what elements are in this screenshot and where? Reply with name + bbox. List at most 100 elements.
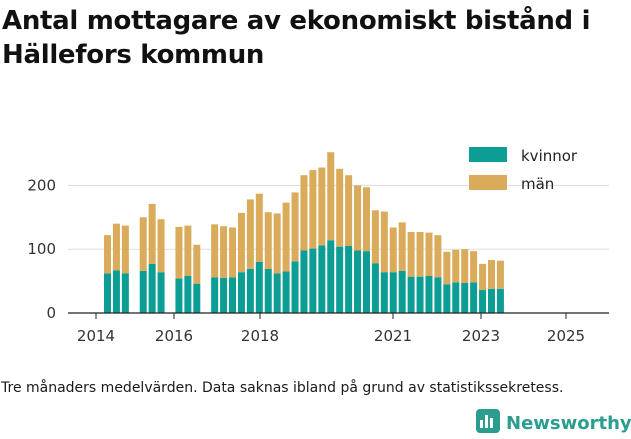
- bar-man: [237, 212, 245, 273]
- x-tick-label: 2021: [374, 327, 412, 345]
- bar-man: [327, 152, 335, 241]
- bar-kvinnor: [175, 278, 183, 313]
- bar-kvinnor: [398, 270, 406, 313]
- bar-man: [362, 187, 370, 252]
- newsworthy-logo[interactable]: Newsworthy: [476, 409, 631, 437]
- bar-kvinnor: [282, 271, 290, 313]
- bar-man: [336, 168, 344, 247]
- legend: kvinnor män: [469, 147, 578, 193]
- x-tick-label: 2018: [241, 327, 279, 345]
- bar-kvinnor: [211, 277, 219, 313]
- bar-kvinnor: [309, 248, 317, 313]
- bar-kvinnor: [479, 290, 487, 313]
- legend-label-kvinnor: kvinnor: [521, 147, 578, 165]
- bar-kvinnor: [452, 282, 460, 313]
- bar-kvinnor: [291, 261, 299, 313]
- bar-kvinnor: [184, 275, 192, 313]
- bar-kvinnor: [229, 277, 237, 313]
- bar-man: [193, 244, 201, 284]
- bar-kvinnor: [461, 283, 469, 313]
- bar-man: [273, 213, 281, 274]
- bar-kvinnor: [112, 270, 120, 313]
- legend-label-man: män: [521, 175, 554, 193]
- bar-kvinnor: [434, 277, 442, 313]
- bar-man: [229, 227, 237, 278]
- bar-kvinnor: [416, 276, 424, 313]
- bar-chart-icon: [476, 409, 500, 437]
- bar-man: [416, 231, 424, 277]
- bar-man: [443, 251, 451, 285]
- bar-kvinnor: [104, 273, 111, 313]
- bar-man: [309, 170, 317, 249]
- bar-kvinnor: [380, 272, 388, 313]
- legend-swatch-man: [469, 175, 507, 190]
- bar-man: [104, 235, 111, 274]
- x-axis: 2014 2016 2018 2021 2023 2025: [68, 312, 609, 345]
- bar-kvinnor: [273, 273, 281, 313]
- bar-man: [354, 185, 362, 251]
- bar-kvinnor: [389, 272, 397, 313]
- bar-man: [389, 227, 397, 273]
- bar-man: [470, 251, 478, 283]
- bar-kvinnor: [407, 276, 415, 313]
- bar-kvinnor: [237, 272, 245, 313]
- bar-kvinnor: [362, 251, 370, 313]
- bar-kvinnor: [121, 273, 129, 313]
- bar-man: [148, 203, 156, 264]
- bar-man: [380, 211, 388, 273]
- y-tick-label: 200: [27, 176, 56, 194]
- bar-man: [211, 224, 219, 278]
- x-tick-label: 2025: [547, 327, 585, 345]
- y-tick-label: 0: [46, 304, 56, 322]
- bar-kvinnor: [193, 283, 201, 313]
- bar-man: [318, 167, 326, 246]
- x-tick-label: 2016: [155, 327, 193, 345]
- bar-kvinnor: [255, 261, 263, 313]
- bar-man: [371, 210, 379, 264]
- bar-man: [264, 212, 272, 269]
- bar-kvinnor: [371, 263, 379, 313]
- bar-kvinnor: [300, 250, 308, 313]
- bar-kvinnor: [354, 250, 362, 313]
- stacked-bar-chart: 2014 2016 2018 2021 2023 2025 0 100 200 kvinnor…: [27, 147, 609, 345]
- bar-kvinnor: [327, 240, 335, 313]
- bar-man: [112, 223, 120, 271]
- x-tick-label: 2023: [462, 327, 500, 345]
- bar-kvinnor: [318, 245, 326, 313]
- bar-man: [345, 175, 353, 247]
- bar-man: [246, 199, 254, 269]
- bar-kvinnor: [157, 272, 165, 313]
- bar-kvinnor: [487, 288, 495, 313]
- legend-swatch-kvinnor: [469, 147, 507, 162]
- bar-man: [121, 225, 129, 274]
- x-tick-label: 2014: [77, 327, 115, 345]
- bar-kvinnor: [264, 268, 272, 313]
- bar-man: [425, 232, 433, 276]
- bar-kvinnor: [246, 268, 254, 313]
- bar-man: [487, 260, 495, 289]
- bar-kvinnor: [148, 263, 156, 313]
- bar-man: [479, 263, 487, 291]
- y-axis-labels: 0 100 200: [27, 176, 56, 322]
- bar-man: [255, 193, 263, 262]
- bar-kvinnor: [425, 275, 433, 313]
- bar-man: [461, 249, 469, 284]
- bar-kvinnor: [336, 246, 344, 313]
- bar-man: [300, 175, 308, 251]
- bar-man: [184, 225, 192, 276]
- bar-kvinnor: [496, 288, 504, 313]
- bar-kvinnor: [345, 246, 353, 313]
- bar-kvinnor: [139, 270, 147, 313]
- chart-caption: Tre månaders medelvärden. Data saknas ib…: [1, 380, 564, 396]
- bar-man: [175, 226, 183, 279]
- bar-kvinnor: [470, 282, 478, 313]
- bar-man: [452, 249, 460, 283]
- bar-man: [157, 219, 165, 273]
- bar-kvinnor: [220, 277, 228, 313]
- bar-man: [496, 260, 504, 289]
- bar-man: [398, 222, 406, 271]
- bar-man: [282, 202, 290, 272]
- bar-man: [139, 217, 147, 271]
- bar-man: [434, 235, 442, 278]
- bar-man: [407, 231, 415, 277]
